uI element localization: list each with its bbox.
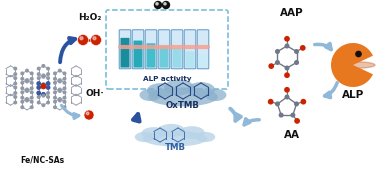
FancyBboxPatch shape <box>147 43 155 68</box>
Circle shape <box>36 91 41 95</box>
Circle shape <box>62 105 67 109</box>
FancyArrowPatch shape <box>230 109 241 121</box>
Circle shape <box>53 96 57 100</box>
Circle shape <box>37 72 41 76</box>
Circle shape <box>86 112 89 115</box>
Circle shape <box>93 37 96 40</box>
Circle shape <box>284 36 290 42</box>
Circle shape <box>53 71 57 75</box>
Circle shape <box>25 79 29 83</box>
Circle shape <box>80 37 83 40</box>
Circle shape <box>58 89 62 93</box>
Circle shape <box>84 110 94 120</box>
FancyArrowPatch shape <box>315 43 331 50</box>
Circle shape <box>46 100 50 104</box>
Circle shape <box>356 51 361 57</box>
Text: H₂O₂: H₂O₂ <box>78 12 102 22</box>
Circle shape <box>164 3 166 5</box>
Circle shape <box>20 77 24 81</box>
Circle shape <box>301 99 306 105</box>
FancyArrowPatch shape <box>133 114 139 121</box>
Text: OxTMB: OxTMB <box>166 100 200 110</box>
Circle shape <box>46 85 51 90</box>
FancyArrowPatch shape <box>244 119 259 125</box>
Circle shape <box>37 100 41 104</box>
Circle shape <box>46 91 50 95</box>
Circle shape <box>294 118 300 124</box>
Ellipse shape <box>148 87 218 106</box>
Circle shape <box>37 95 41 99</box>
Circle shape <box>163 2 169 9</box>
Circle shape <box>30 96 34 100</box>
Circle shape <box>20 81 24 85</box>
Circle shape <box>30 100 34 104</box>
Circle shape <box>58 79 62 83</box>
Text: AAP: AAP <box>280 8 304 18</box>
Circle shape <box>25 88 29 92</box>
Circle shape <box>290 113 295 118</box>
Text: ALP activity: ALP activity <box>143 76 191 82</box>
Circle shape <box>20 71 24 75</box>
Circle shape <box>42 94 45 98</box>
Ellipse shape <box>179 126 204 139</box>
Circle shape <box>46 76 50 80</box>
FancyBboxPatch shape <box>106 10 228 89</box>
Circle shape <box>13 86 17 89</box>
Circle shape <box>268 63 274 69</box>
Circle shape <box>25 78 29 82</box>
Circle shape <box>41 82 46 87</box>
Circle shape <box>275 101 280 106</box>
Circle shape <box>294 49 299 54</box>
Circle shape <box>284 87 290 93</box>
Circle shape <box>20 100 24 104</box>
Circle shape <box>42 103 45 107</box>
Circle shape <box>20 86 24 90</box>
Circle shape <box>42 73 45 77</box>
FancyArrowPatch shape <box>325 83 337 98</box>
Circle shape <box>53 90 57 94</box>
Circle shape <box>77 34 88 46</box>
Text: OH·: OH· <box>86 89 104 97</box>
Circle shape <box>300 45 306 51</box>
Ellipse shape <box>158 124 185 137</box>
Circle shape <box>58 97 62 101</box>
Ellipse shape <box>141 127 166 139</box>
Circle shape <box>294 60 299 65</box>
Circle shape <box>25 69 29 73</box>
Circle shape <box>13 100 17 104</box>
Circle shape <box>53 100 57 104</box>
Circle shape <box>53 81 57 85</box>
Circle shape <box>37 67 41 71</box>
FancyBboxPatch shape <box>119 30 131 69</box>
Circle shape <box>30 86 34 90</box>
Ellipse shape <box>187 82 215 97</box>
Ellipse shape <box>135 132 155 142</box>
Circle shape <box>25 99 29 103</box>
Circle shape <box>41 92 46 97</box>
Circle shape <box>30 71 34 75</box>
Circle shape <box>13 82 17 86</box>
Circle shape <box>46 81 51 86</box>
Circle shape <box>30 90 34 94</box>
Circle shape <box>53 86 57 90</box>
Ellipse shape <box>139 89 161 101</box>
FancyBboxPatch shape <box>171 30 183 69</box>
Wedge shape <box>331 43 373 87</box>
Circle shape <box>294 101 299 106</box>
FancyArrowPatch shape <box>62 105 79 118</box>
Circle shape <box>90 34 102 46</box>
FancyBboxPatch shape <box>172 49 181 68</box>
Circle shape <box>285 94 290 100</box>
Circle shape <box>13 91 17 95</box>
Circle shape <box>20 105 24 109</box>
Text: Fe/NC-SAs: Fe/NC-SAs <box>20 156 64 164</box>
FancyBboxPatch shape <box>133 41 143 68</box>
Circle shape <box>58 69 62 73</box>
Circle shape <box>13 95 17 99</box>
Circle shape <box>13 72 17 76</box>
Circle shape <box>42 75 45 79</box>
Circle shape <box>156 3 158 5</box>
Circle shape <box>58 88 62 92</box>
Circle shape <box>36 85 41 90</box>
